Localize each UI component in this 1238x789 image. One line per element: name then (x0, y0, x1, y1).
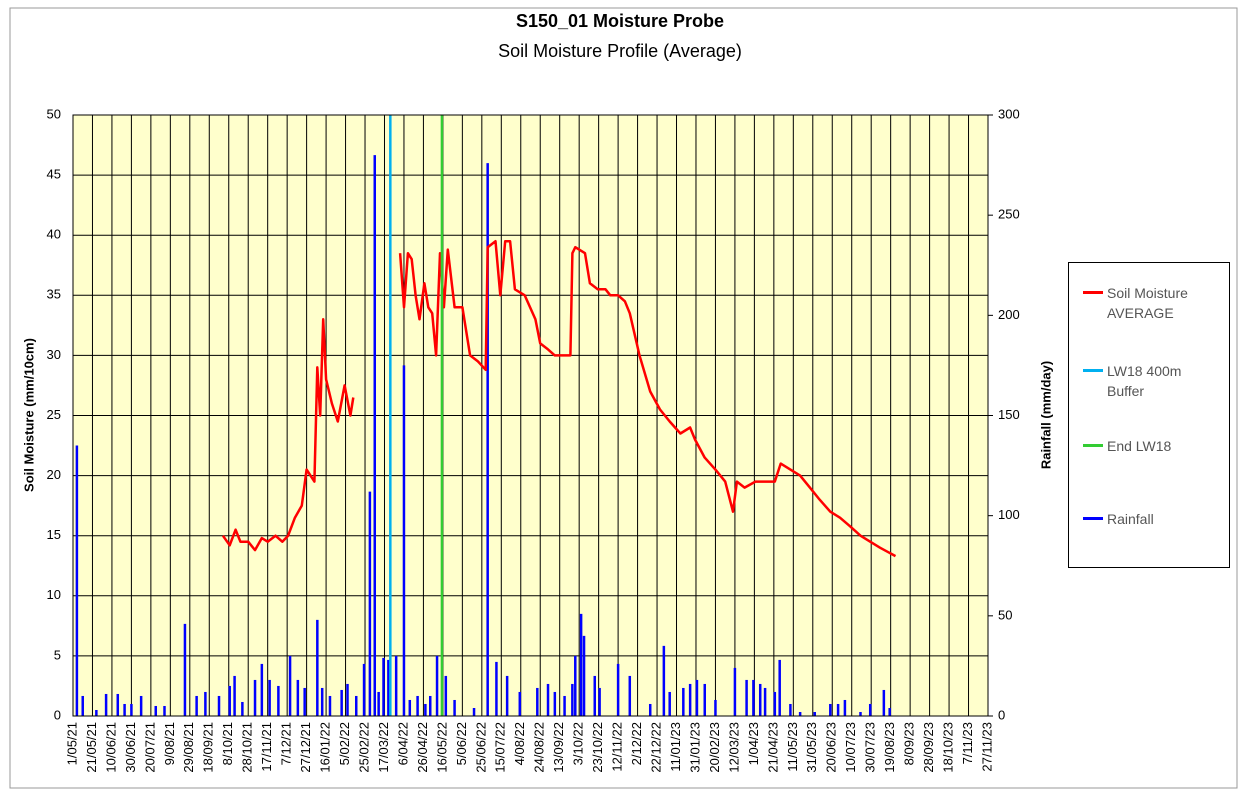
legend: Soil Moisture AVERAGE LW18 400m Buffer End… (1068, 262, 1230, 568)
x-tick-label: 18/10/23 (941, 722, 956, 773)
legend-swatch (1083, 444, 1103, 447)
x-tick-label: 31/01/23 (687, 722, 702, 773)
x-tick-label: 27/11/23 (979, 722, 994, 772)
x-tick-label: 26/04/22 (415, 722, 430, 773)
x-tick-label: 18/09/21 (201, 722, 216, 773)
x-tick-label: 20/06/23 (824, 722, 839, 773)
x-tick-label: 15/07/22 (493, 722, 508, 773)
legend-swatch (1083, 291, 1103, 294)
x-tick-label: 13/09/22 (551, 722, 566, 773)
legend-swatch (1083, 517, 1103, 520)
x-tick-label: 6/04/22 (395, 722, 410, 765)
legend-label: End LW18 (1107, 438, 1172, 454)
x-tick-label: 8/09/23 (902, 722, 917, 765)
chart-subtitle: Soil Moisture Profile (Average) (498, 41, 742, 61)
y2-tick-label: 50 (998, 607, 1012, 622)
x-tick-label: 25/02/22 (356, 722, 371, 773)
y-tick-label: 35 (47, 287, 61, 302)
moisture-line (221, 239, 897, 558)
x-tick-label: 7/12/21 (279, 722, 294, 765)
marks (75, 115, 897, 716)
x-tick-label: 19/08/23 (882, 722, 897, 773)
x-tick-label: 7/11/23 (960, 722, 975, 764)
x-tick-label: 8/10/21 (220, 722, 235, 765)
y2-axis-title: Rainfall (mm/day) (1038, 361, 1053, 469)
legend-item: End LW18 (1083, 436, 1213, 456)
y2-tick-label: 300 (998, 106, 1020, 121)
y-tick-label: 45 (47, 167, 61, 182)
x-tick-label: 16/01/22 (318, 722, 333, 773)
x-tick-label: 1/04/23 (746, 722, 761, 765)
x-tick-label: 27/12/21 (298, 722, 313, 773)
x-tick-label: 11/01/23 (668, 722, 683, 772)
x-tick-label: 28/10/21 (240, 722, 255, 773)
y-tick-label: 50 (47, 106, 61, 121)
x-tick-label: 12/03/23 (726, 722, 741, 773)
legend-label: Rainfall (1107, 511, 1154, 527)
x-tick-label: 3/10/22 (571, 722, 586, 765)
y-tick-label: 5 (54, 647, 61, 662)
legend-swatch (1083, 369, 1103, 372)
x-tick-label: 11/05/23 (785, 722, 800, 772)
y-tick-label: 25 (47, 407, 61, 422)
y2-tick-label: 0 (998, 707, 1005, 722)
y-tick-label: 20 (47, 467, 61, 482)
x-tick-label: 1/05/21 (64, 722, 79, 765)
x-tick-label: 28/09/23 (921, 722, 936, 773)
legend-item: Soil Moisture AVERAGE (1083, 283, 1213, 323)
legend-label: Soil Moisture AVERAGE (1107, 285, 1188, 321)
x-tick-label: 29/08/21 (181, 722, 196, 773)
y-tick-label: 40 (47, 227, 61, 242)
legend-label: LW18 400m Buffer (1107, 363, 1182, 399)
x-tick-label: 30/06/21 (123, 722, 138, 773)
x-tick-label: 23/10/22 (590, 722, 605, 773)
x-tick-label: 5/06/22 (454, 722, 469, 765)
chart-title: S150_01 Moisture Probe (516, 11, 724, 31)
x-tick-label: 24/08/22 (532, 722, 547, 773)
x-tick-label: 10/06/21 (103, 722, 118, 773)
y-tick-label: 30 (47, 347, 61, 362)
x-tick-label: 4/08/22 (512, 722, 527, 765)
x-tick-label: 16/05/22 (434, 722, 449, 773)
x-tick-label: 2/12/22 (629, 722, 644, 765)
x-tick-label: 31/05/23 (804, 722, 819, 773)
x-tick-label: 5/02/22 (337, 722, 352, 765)
x-tick-label: 20/07/21 (142, 722, 157, 773)
x-tick-label: 10/07/23 (843, 722, 858, 773)
frame (9, 7, 1238, 789)
x-tick-label: 20/02/23 (707, 722, 722, 773)
y2-tick-label: 100 (998, 507, 1020, 522)
x-tick-label: 17/11/21 (259, 722, 274, 772)
x-tick-label: 21/04/23 (765, 722, 780, 773)
legend-item: LW18 400m Buffer (1083, 361, 1213, 401)
y-tick-label: 0 (54, 707, 61, 722)
x-tick-label: 25/06/22 (473, 722, 488, 773)
x-tick-label: 21/05/21 (84, 722, 99, 773)
y-axis-title: Soil Moisture (mm/10cm) (21, 338, 36, 492)
plot-border (72, 114, 989, 717)
x-tick-label: 30/07/23 (863, 722, 878, 773)
legend-item: Rainfall (1083, 509, 1213, 529)
y2-tick-label: 200 (998, 307, 1020, 322)
y-tick-label: 15 (47, 527, 61, 542)
x-tick-label: 17/03/22 (376, 722, 391, 773)
y2-tick-label: 150 (998, 407, 1020, 422)
x-tick-label: 22/12/22 (648, 722, 663, 773)
y-tick-label: 10 (47, 587, 61, 602)
x-tick-label: 9/08/21 (162, 722, 177, 765)
y2-tick-label: 250 (998, 207, 1020, 222)
x-tick-label: 12/11/22 (610, 722, 625, 772)
